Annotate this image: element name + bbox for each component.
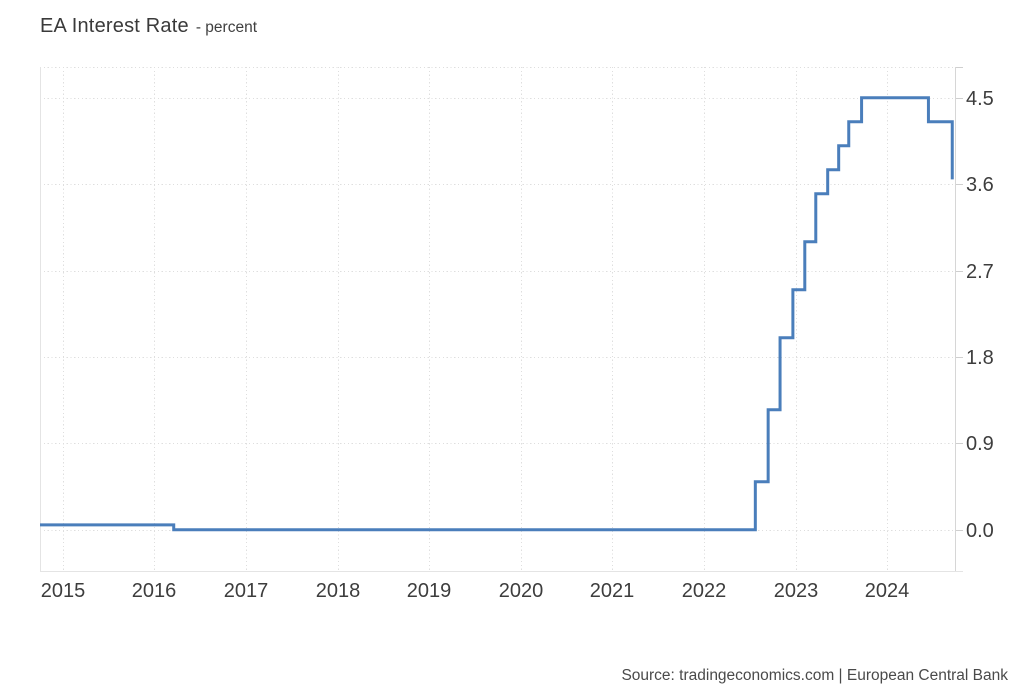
x-tick-label: 2020 [499,580,544,602]
x-tick-label: 2015 [41,580,86,602]
y-tick-label: 2.7 [966,261,994,283]
x-tick-label: 2024 [865,580,910,602]
x-tick-label: 2016 [132,580,177,602]
y-tick-label: 4.5 [966,88,994,110]
x-tick-label: 2021 [590,580,635,602]
y-tick-label: 0.0 [966,520,994,542]
chart-header: EA Interest Rate - percent [40,15,257,38]
chart-subtitle: - percent [195,19,258,36]
x-tick-label: 2022 [682,580,727,602]
x-tick-label: 2018 [316,580,361,602]
rate-step-line[interactable] [40,96,954,532]
interest-rate-step-chart[interactable]: 4.5 3.6 2.7 1.8 0.9 0.0 2015 2016 2017 2018 2019 20… [0,0,1024,625]
x-tick-label: 2017 [224,580,269,602]
chart-title: EA Interest Rate [40,15,189,37]
y-tick-label: 3.6 [966,174,994,196]
x-tick-label: 2023 [774,580,819,602]
source-credit: Source: tradingeconomics.com | European … [621,667,1008,684]
y-tick-label: 1.8 [966,347,994,369]
x-tick-label: 2019 [407,580,452,602]
y-tick-label: 0.9 [966,433,994,455]
